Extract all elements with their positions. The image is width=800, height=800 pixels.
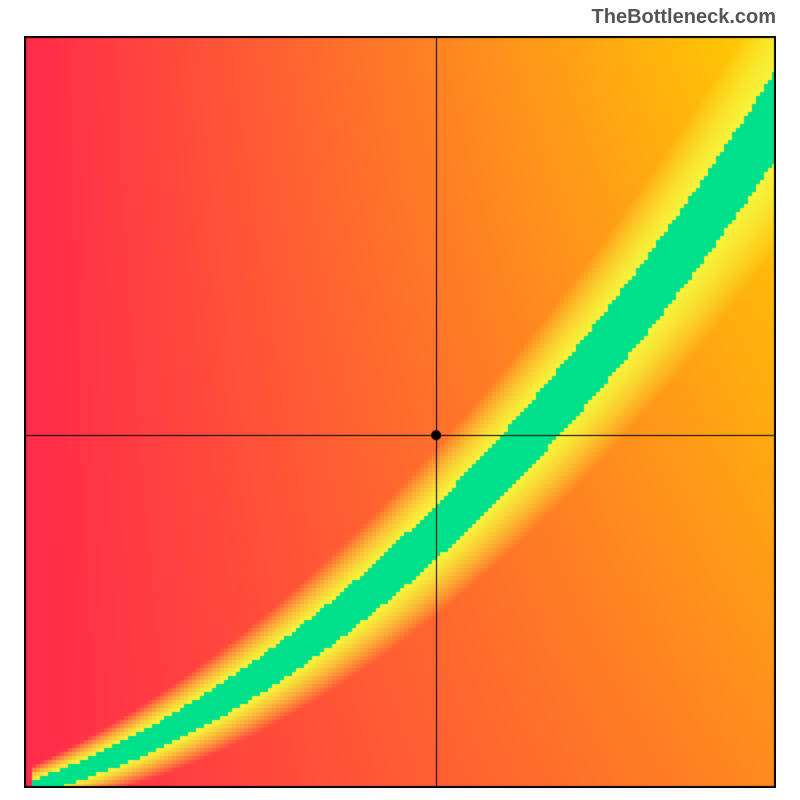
heatmap-plot: [24, 36, 776, 788]
heatmap-canvas: [24, 36, 776, 788]
figure-container: TheBottleneck.com: [0, 0, 800, 800]
attribution-text: TheBottleneck.com: [592, 6, 776, 29]
